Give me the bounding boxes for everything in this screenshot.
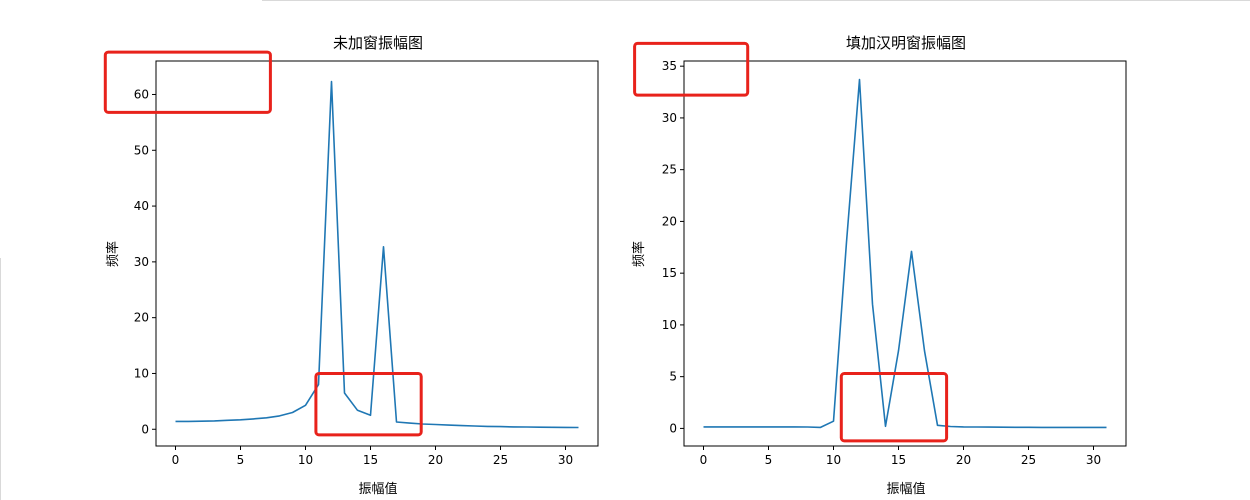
y-tick-label: 30 [662, 111, 677, 125]
plot-frame [683, 60, 1127, 447]
x-tick-label: 5 [765, 453, 773, 467]
y-tick-label: 5 [669, 370, 677, 384]
x-tick-label: 20 [428, 453, 443, 467]
x-tick-label: 10 [298, 453, 313, 467]
amplitude-chart-no-window: 未加窗振幅图 振幅值 频率 0 5 10 15 20 25 30 0 10 20 30 40 50 60 [103, 34, 599, 497]
highlight-box [103, 50, 272, 114]
x-tick-label: 20 [956, 453, 971, 467]
x-tick-label: 30 [558, 453, 573, 467]
chart-title: 填加汉明窗振幅图 [846, 34, 966, 52]
x-tick-label: 25 [1021, 453, 1036, 467]
x-tick-label: 15 [363, 453, 378, 467]
x-tick-label: 15 [891, 453, 906, 467]
y-tick-label: 25 [662, 163, 677, 177]
y-tick-label: 15 [662, 266, 677, 280]
plot-frame [155, 60, 599, 447]
y-tick-label: 20 [662, 214, 677, 228]
highlight-box [633, 41, 750, 97]
y-tick-label: 40 [134, 199, 149, 213]
y-axis-label: 频率 [105, 241, 121, 267]
y-tick-label: 20 [134, 311, 149, 325]
y-tick-label: 30 [134, 255, 149, 269]
x-axis-label: 振幅值 [886, 481, 925, 497]
x-axis-label: 振幅值 [358, 481, 397, 497]
x-tick-label: 5 [237, 453, 245, 467]
series-line [703, 78, 1107, 429]
highlight-box [839, 372, 949, 443]
chart-title: 未加窗振幅图 [333, 34, 423, 52]
y-tick-label: 35 [662, 59, 677, 73]
x-tick-label: 10 [826, 453, 841, 467]
y-tick-label: 10 [134, 366, 149, 380]
series-line [175, 80, 579, 429]
x-tick-label: 30 [1086, 453, 1101, 467]
y-tick-label: 10 [662, 318, 677, 332]
x-tick-label: 25 [493, 453, 508, 467]
x-tick-label: 0 [700, 453, 708, 467]
highlight-box [314, 371, 423, 437]
x-tick-label: 0 [172, 453, 180, 467]
y-tick-label: 0 [141, 422, 149, 436]
y-axis-label: 频率 [631, 241, 647, 267]
y-tick-label: 60 [134, 87, 149, 101]
y-tick-label: 50 [134, 143, 149, 157]
amplitude-chart-hamming-window: 填加汉明窗振幅图 振幅值 频率 0 5 10 15 20 25 30 0 5 10 15 20 25 30… [631, 34, 1127, 497]
y-tick-label: 0 [669, 421, 677, 435]
